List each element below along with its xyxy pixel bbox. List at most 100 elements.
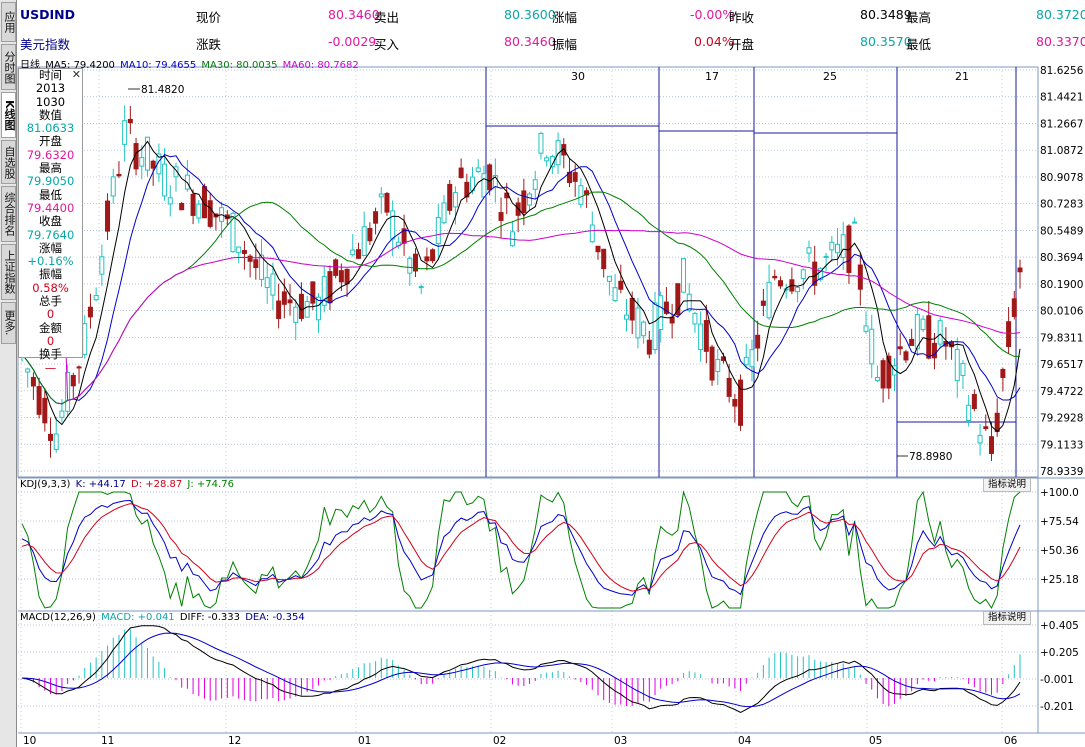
info-label: 总手 <box>39 294 62 309</box>
candle-body <box>236 246 242 254</box>
macd-diff-line <box>21 625 1021 713</box>
ma60-line <box>21 199 1021 402</box>
candle-body <box>977 434 983 444</box>
info-label: 最高 <box>39 161 62 176</box>
macd-help-button[interactable]: 指标说明 <box>983 611 1032 625</box>
candlestick-series <box>19 105 1023 461</box>
kdj-help-button[interactable]: 指标说明 <box>983 478 1032 492</box>
candle-body <box>681 258 687 293</box>
info-value: 79.9050 <box>26 174 75 189</box>
candle-body <box>355 249 361 259</box>
macd-tick-label: -0.001 <box>1040 674 1074 686</box>
kdj-k-value: K: +44.17 <box>75 479 126 490</box>
candle-body <box>658 295 664 331</box>
candle-body <box>646 339 652 355</box>
quote-value: 80.3600 <box>504 7 556 22</box>
candle-body <box>909 338 915 346</box>
macd-tick-label: -0.201 <box>1040 701 1074 713</box>
sidebar-button-ranking[interactable]: 综合排名 <box>1 186 16 242</box>
candle-body <box>578 185 584 205</box>
info-value: 81.0633 <box>26 121 75 136</box>
quote-value: -0.00% <box>690 7 735 22</box>
candle-body <box>852 221 858 224</box>
candle-body <box>595 245 601 253</box>
candle-body <box>749 349 755 368</box>
kdj-d-line <box>21 503 1021 592</box>
info-label: 开盘 <box>39 134 62 149</box>
info-value: +0.16% <box>27 254 74 269</box>
kdj-title: KDJ(9,3,3) <box>20 479 71 490</box>
candle-body <box>30 376 36 387</box>
sidebar-button-more[interactable]: 更多. <box>1 302 16 344</box>
macd-tick-label: +0.405 <box>1040 620 1079 632</box>
left-toolbar: 应用 分时图 K线图 自选股 综合排名 上证指数 更多. <box>0 0 17 747</box>
candle-body <box>675 283 681 316</box>
candle-body <box>618 280 624 290</box>
date-tick-label: 01 <box>358 735 371 747</box>
ma30-legend: MA30: 80.0035 <box>201 60 278 71</box>
candle-body <box>652 302 658 350</box>
candle-body <box>515 202 521 216</box>
candle-body <box>555 140 561 166</box>
period-label: 17 <box>705 70 719 83</box>
candle-body <box>458 167 464 179</box>
candle-body <box>321 276 327 306</box>
sidebar-button-intraday[interactable]: 分时图 <box>1 44 16 90</box>
info-label: 换手 <box>39 347 62 362</box>
kdj-lines <box>21 490 1021 610</box>
date-tick-label: 12 <box>228 735 241 747</box>
candle-body <box>1000 368 1006 378</box>
quote-label: 振幅 <box>552 37 578 52</box>
candle-body <box>259 254 265 280</box>
macd-value: MACD: +0.041 <box>101 612 175 623</box>
close-icon[interactable]: ✕ <box>71 68 81 81</box>
sidebar-button-watchlist[interactable]: 自选股 <box>1 140 16 184</box>
price-tick-label: 79.2928 <box>1040 413 1083 425</box>
candle-body <box>196 203 202 219</box>
quote-label: 最高 <box>906 10 932 25</box>
candle-body <box>527 193 533 206</box>
sidebar-button-sh-index[interactable]: 上证指数 <box>1 244 16 300</box>
info-label: 时间 <box>39 68 62 82</box>
candle-body <box>384 192 390 213</box>
info-value: 79.7640 <box>26 227 75 242</box>
candle-body <box>281 291 287 305</box>
candle-body <box>464 181 470 198</box>
period-label: 21 <box>955 70 969 83</box>
candle-body <box>298 293 304 319</box>
candle-body <box>606 275 612 282</box>
info-value: 1030 <box>35 94 66 109</box>
candle-body <box>635 307 641 339</box>
info-label: 振幅 <box>39 267 62 282</box>
candle-body <box>800 269 806 279</box>
quote-header: USDIND 美元指数 现价 80.3460 卖出 80.3600 涨幅 -0.… <box>18 0 1085 54</box>
info-value: 0 <box>46 333 55 348</box>
kdj-tick-label: +50.36 <box>1040 545 1079 557</box>
candle-body <box>863 325 869 332</box>
candle-body <box>835 243 841 254</box>
sidebar-button-apps[interactable]: 应用 <box>1 2 16 42</box>
candle-body <box>663 301 669 314</box>
date-tick-label: 11 <box>101 735 114 747</box>
info-label: 涨幅 <box>39 240 62 255</box>
candle-body <box>150 160 156 169</box>
candle-body <box>738 379 744 426</box>
candle-body <box>892 365 898 376</box>
sidebar-button-kline[interactable]: K线图 <box>1 92 16 138</box>
macd-dea-value: DEA: -0.354 <box>245 612 305 623</box>
info-value: 79.4400 <box>26 200 75 215</box>
candle-body <box>1011 298 1017 317</box>
candle-body <box>686 293 692 311</box>
candle-body <box>954 348 960 382</box>
candle-body <box>430 249 436 262</box>
candle-body <box>983 426 989 429</box>
quote-value: 80.3460 <box>328 7 380 22</box>
quote-value: 80.3570 <box>860 34 912 49</box>
info-label: 金额 <box>39 320 62 335</box>
candle-body <box>253 259 259 269</box>
quote-value: 80.3460 <box>504 34 556 49</box>
info-label: 收盘 <box>39 214 62 229</box>
ma10-line <box>21 154 1021 405</box>
candle-body <box>544 157 550 162</box>
